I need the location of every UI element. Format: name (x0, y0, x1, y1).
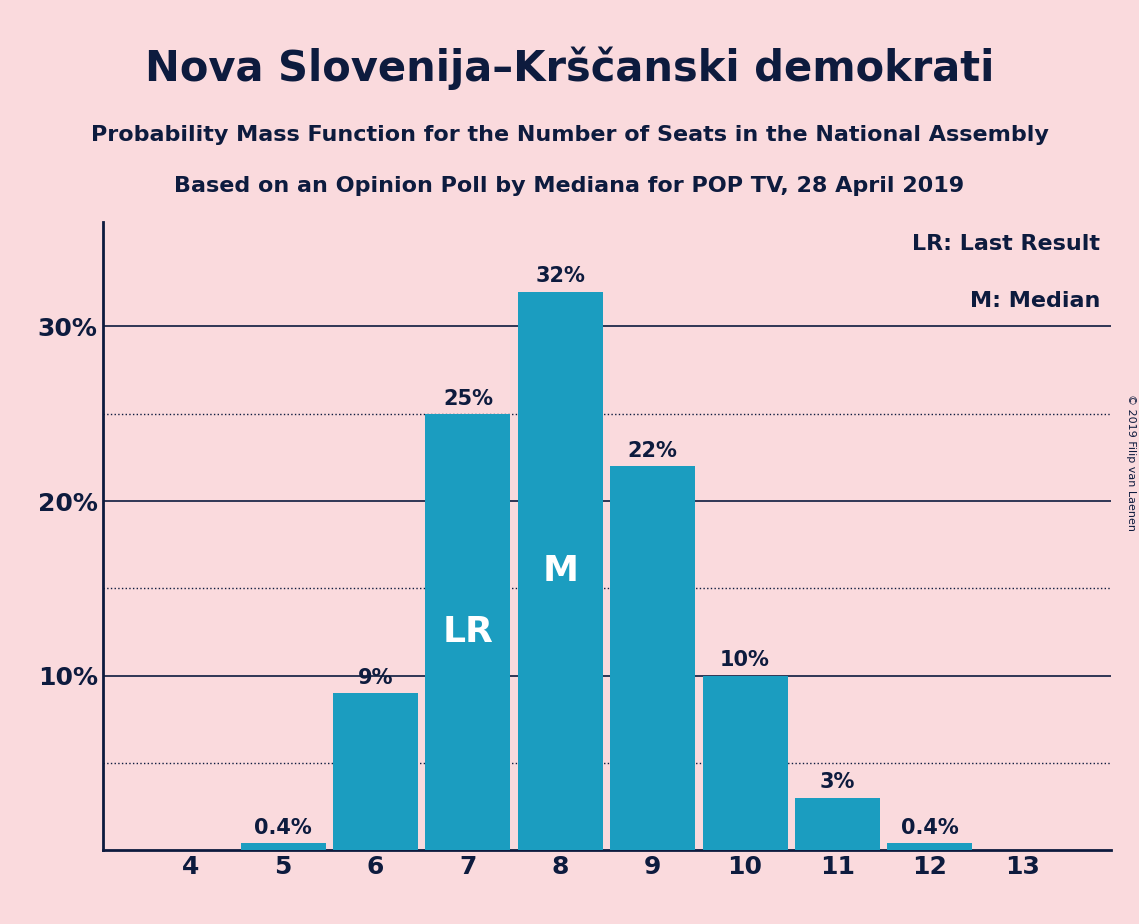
Text: M: M (542, 553, 579, 588)
Bar (426, 414, 510, 850)
Text: 10%: 10% (720, 650, 770, 670)
Text: 25%: 25% (443, 388, 493, 408)
Bar (887, 843, 973, 850)
Bar (703, 675, 787, 850)
Text: 0.4%: 0.4% (901, 818, 959, 838)
Text: Probability Mass Function for the Number of Seats in the National Assembly: Probability Mass Function for the Number… (91, 125, 1048, 145)
Text: © 2019 Filip van Laenen: © 2019 Filip van Laenen (1126, 394, 1136, 530)
Bar (240, 843, 326, 850)
Text: 3%: 3% (820, 772, 855, 793)
Bar (333, 693, 418, 850)
Text: M: Median: M: Median (970, 291, 1100, 310)
Text: LR: LR (443, 614, 493, 649)
Text: Nova Slovenija–Krščanski demokrati: Nova Slovenija–Krščanski demokrati (145, 46, 994, 90)
Bar (795, 797, 880, 850)
Bar (518, 292, 603, 850)
Text: 0.4%: 0.4% (254, 818, 312, 838)
Text: Based on an Opinion Poll by Mediana for POP TV, 28 April 2019: Based on an Opinion Poll by Mediana for … (174, 176, 965, 196)
Text: 9%: 9% (358, 668, 393, 687)
Text: 22%: 22% (628, 441, 678, 461)
Text: 32%: 32% (535, 266, 585, 286)
Text: LR: Last Result: LR: Last Result (912, 235, 1100, 254)
Bar (611, 466, 695, 850)
